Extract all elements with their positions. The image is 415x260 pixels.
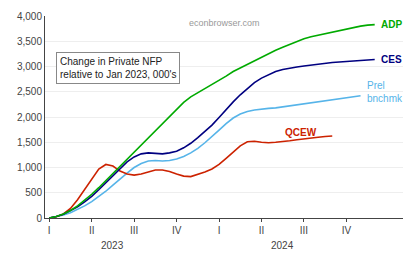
svg-text:QCEW: QCEW bbox=[285, 127, 317, 138]
svg-text:2024: 2024 bbox=[271, 240, 294, 251]
svg-text:Change in Private NFPrelative: Change in Private NFPrelative to Jan 202… bbox=[60, 56, 176, 80]
svg-text:2,500: 2,500 bbox=[17, 86, 42, 97]
svg-text:CES: CES bbox=[381, 54, 402, 65]
svg-text:II: II bbox=[89, 225, 95, 236]
svg-text:econbrowser.com: econbrowser.com bbox=[189, 18, 260, 28]
svg-text:2023: 2023 bbox=[101, 240, 124, 251]
svg-text:2,000: 2,000 bbox=[17, 112, 42, 123]
svg-text:I: I bbox=[48, 225, 51, 236]
svg-text:Prelbnchmk: Prelbnchmk bbox=[367, 80, 403, 104]
svg-text:I: I bbox=[218, 225, 221, 236]
svg-text:3,000: 3,000 bbox=[17, 61, 42, 72]
svg-text:ADP: ADP bbox=[381, 19, 402, 30]
svg-text:IV: IV bbox=[342, 225, 352, 236]
svg-text:1,000: 1,000 bbox=[17, 162, 42, 173]
svg-text:1,500: 1,500 bbox=[17, 137, 42, 148]
svg-text:III: III bbox=[300, 225, 308, 236]
svg-text:III: III bbox=[130, 225, 138, 236]
svg-text:500: 500 bbox=[25, 187, 42, 198]
svg-text:0: 0 bbox=[36, 213, 42, 224]
svg-text:II: II bbox=[259, 225, 265, 236]
svg-text:4,000: 4,000 bbox=[17, 11, 42, 22]
svg-text:IV: IV bbox=[172, 225, 182, 236]
svg-text:3,500: 3,500 bbox=[17, 36, 42, 47]
